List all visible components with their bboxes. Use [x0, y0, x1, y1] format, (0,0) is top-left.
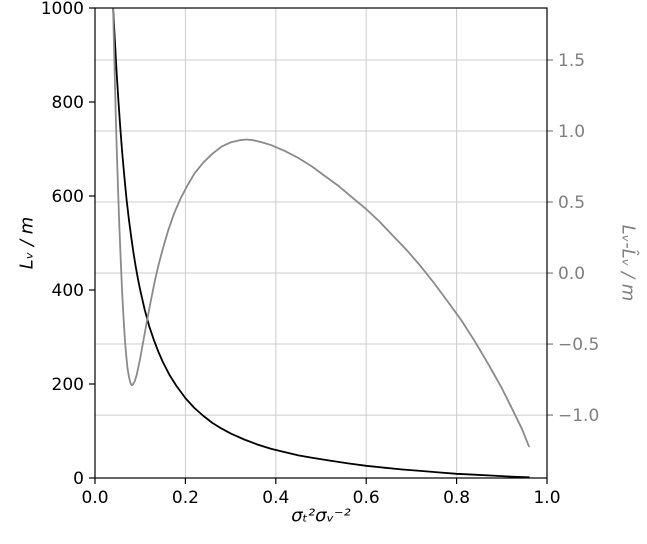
y-left-tick-label: 600 — [52, 187, 84, 207]
curve-Lv-error-gray — [112, 8, 530, 448]
y-axis-label-right: Lᵥ-L̂ᵥ / m — [617, 224, 639, 302]
x-tick-label: 0.2 — [172, 488, 199, 508]
tick-label-layer: 0.0 0.2 0.4 0.6 0.8 1.0 0 200 400 600 800 1000 −1.0 −… — [41, 0, 600, 508]
curve-Lv-black — [112, 8, 530, 478]
x-tick-label: 0.4 — [262, 488, 289, 508]
grid-layer — [95, 8, 547, 478]
y-right-tick-label: −1.0 — [558, 406, 599, 426]
plot-border — [94, 7, 548, 479]
y-left-tick-label: 1000 — [41, 0, 84, 19]
y-left-tick-label: 400 — [52, 281, 84, 301]
x-tick-label: 0.0 — [81, 488, 108, 508]
x-axis-label: σₜ²σᵥ⁻² — [291, 505, 351, 527]
y-axis-label-left: Lᵥ / m — [16, 216, 38, 270]
y-right-tick-label: 0.0 — [558, 264, 585, 284]
y-right-tick-label: 1.5 — [558, 51, 585, 71]
y-right-tick-label: −0.5 — [558, 335, 599, 355]
tick-layer — [89, 7, 553, 484]
y-left-tick-label: 0 — [73, 469, 84, 489]
curves-layer — [112, 8, 530, 478]
x-tick-label: 0.8 — [443, 488, 470, 508]
y-left-tick-label: 200 — [52, 375, 84, 395]
x-tick-label: 0.6 — [353, 488, 380, 508]
y-left-tick-label: 800 — [52, 93, 84, 113]
y-right-tick-label: 1.0 — [558, 122, 585, 142]
x-tick-label: 1.0 — [533, 488, 560, 508]
y-right-tick-label: 0.5 — [558, 193, 585, 213]
